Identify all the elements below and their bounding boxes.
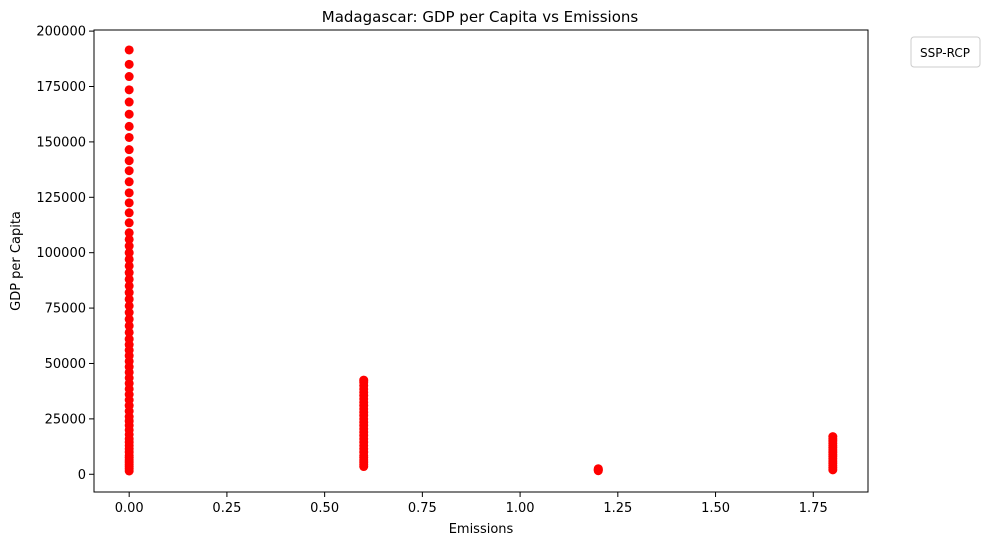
legend-title: SSP-RCP [920, 46, 970, 60]
x-tick-label: 0.75 [408, 501, 437, 516]
data-point [125, 218, 134, 227]
data-point [828, 432, 837, 441]
y-tick-label: 0 [78, 468, 86, 483]
data-point [359, 376, 368, 385]
data-point [125, 228, 134, 237]
y-tick-label: 50000 [45, 357, 86, 372]
x-tick-label: 1.50 [701, 501, 730, 516]
legend: SSP-RCP [911, 37, 980, 67]
data-point [125, 198, 134, 207]
data-point [125, 98, 134, 107]
data-point [125, 72, 134, 81]
x-tick-label: 0.25 [212, 501, 241, 516]
x-tick-label: 1.75 [799, 501, 828, 516]
data-point [125, 188, 134, 197]
x-tick-label: 1.25 [603, 501, 632, 516]
x-axis-label: Emissions [449, 522, 514, 537]
data-point [125, 166, 134, 175]
y-axis-label: GDP per Capita [9, 211, 24, 311]
y-tick-label: 200000 [36, 25, 86, 40]
data-point [125, 177, 134, 186]
data-point [125, 133, 134, 142]
y-tick-label: 25000 [45, 412, 86, 427]
y-tick-label: 150000 [36, 135, 86, 150]
y-tick-label: 125000 [36, 191, 86, 206]
x-tick-label: 1.00 [506, 501, 535, 516]
x-tick-label: 0.00 [115, 501, 144, 516]
data-point [125, 156, 134, 165]
data-point [125, 208, 134, 217]
y-tick-label: 100000 [36, 246, 86, 261]
data-point [594, 464, 603, 473]
y-tick-label: 75000 [45, 302, 86, 317]
x-axis: 0.00 0.25 0.50 0.75 1.00 1.25 1.50 1.75 [115, 492, 828, 516]
data-point [125, 145, 134, 154]
data-point [125, 60, 134, 69]
scatter-points [125, 45, 838, 475]
plot-area-frame [94, 30, 868, 492]
data-point [125, 110, 134, 119]
chart-title: Madagascar: GDP per Capita vs Emissions [322, 8, 639, 26]
data-point [125, 85, 134, 94]
x-tick-label: 0.50 [310, 501, 339, 516]
data-point [125, 45, 134, 54]
y-tick-label: 175000 [36, 80, 86, 95]
data-point [125, 122, 134, 131]
y-axis: 0 25000 50000 75000 100000 125000 150000 175000… [36, 25, 94, 483]
